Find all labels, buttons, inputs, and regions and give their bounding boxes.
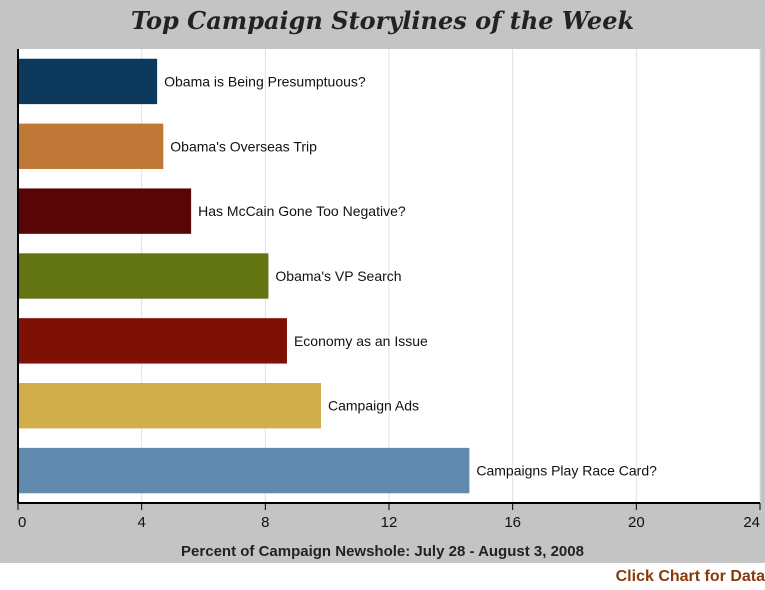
x-axis-ticks: 0 4 8 12 16 20 24	[17, 503, 761, 531]
bar-label: Economy as an Issue	[294, 333, 428, 349]
bar[interactable]	[19, 253, 269, 299]
bar-label: Campaign Ads	[328, 398, 419, 414]
tick-label: 4	[137, 514, 145, 531]
bar[interactable]	[19, 123, 164, 169]
tick-label: 8	[261, 514, 269, 531]
tick-label: 20	[628, 514, 645, 531]
bar-label: Obama's VP Search	[275, 268, 401, 284]
bars: Obama is Being Presumptuous? Obama's Over…	[19, 58, 657, 494]
tick-label: 12	[381, 514, 398, 531]
tick-label: 0	[18, 514, 26, 531]
x-axis-label: Percent of Campaign Newshole: July 28 - …	[181, 543, 584, 560]
bar[interactable]	[19, 188, 192, 234]
bar-label: Obama is Being Presumptuous?	[164, 73, 366, 89]
bar[interactable]	[19, 447, 470, 494]
click-chart-for-data-link[interactable]: Click Chart for Data	[615, 568, 765, 585]
chart: Obama is Being Presumptuous? Obama's Over…	[17, 49, 761, 531]
bar[interactable]	[19, 58, 158, 105]
bar-label: Has McCain Gone Too Negative?	[198, 203, 406, 219]
tick-label: 16	[504, 514, 521, 531]
chart-title: Top Campaign Storylines of the Week	[130, 6, 635, 35]
bar-label: Obama's Overseas Trip	[170, 138, 317, 154]
bar[interactable]	[19, 318, 287, 364]
bar[interactable]	[19, 383, 321, 429]
tick-label: 24	[743, 514, 760, 531]
bar-label: Campaigns Play Race Card?	[476, 463, 657, 479]
